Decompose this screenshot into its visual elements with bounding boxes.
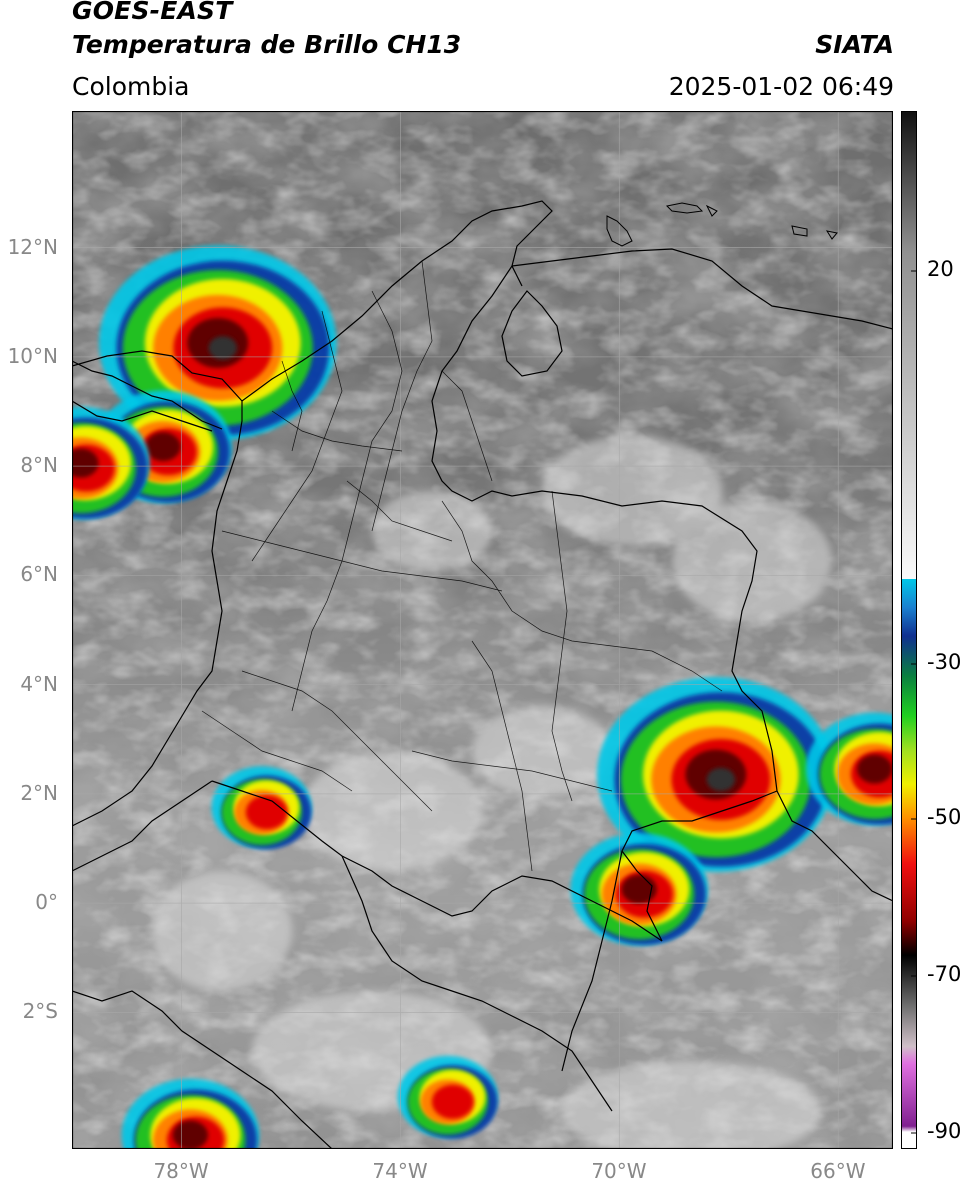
- country-borders: [72, 200, 893, 1149]
- lat-tick-label: 6°N: [20, 562, 58, 587]
- lon-tick-label: 78°W: [153, 1159, 209, 1183]
- lat-tick-label: 10°N: [7, 343, 58, 368]
- amazon-east-storm: [597, 677, 835, 872]
- lat-tick-label: 8°N: [20, 453, 58, 478]
- colorbar-tick-label: 20: [927, 257, 954, 281]
- amazon-south-storm: [570, 832, 708, 946]
- colorbar-gray-segment: [901, 111, 917, 579]
- lon-tick-label: 74°W: [372, 1159, 428, 1183]
- colorbar: [901, 111, 917, 1149]
- lat-tick-label: 0°: [35, 890, 58, 915]
- lat-tick-label: 2°N: [20, 780, 58, 805]
- colorbar-tick-label: -50: [927, 805, 962, 829]
- colorbar-tick-label: -30: [927, 650, 962, 674]
- east-edge-storm: [805, 712, 893, 826]
- storm-cells: [72, 245, 893, 1149]
- pacific-west-storm: [72, 406, 150, 520]
- islands: [606, 202, 838, 247]
- datetime-label: 2025-01-02 06:49: [668, 72, 894, 101]
- lat-tick-label: 12°N: [7, 234, 58, 259]
- satellite-title: GOES-EAST: [72, 0, 233, 25]
- peru-south-storm: [397, 1055, 498, 1139]
- map-frame: [72, 111, 893, 1149]
- region-label: Colombia: [72, 72, 190, 101]
- colorbar-tick-label: -70: [927, 962, 962, 986]
- southwest-corner-storm: [121, 1078, 260, 1149]
- product-title: Temperatura de Brillo CH13: [72, 30, 462, 59]
- lon-tick-label: 70°W: [591, 1159, 647, 1183]
- colorbar-color-segment: [901, 579, 917, 1149]
- graticule: [72, 111, 893, 1149]
- lon-tick-label: 66°W: [810, 1159, 866, 1183]
- lat-tick-label: 2°S: [22, 999, 58, 1024]
- organization-label: SIATA: [815, 30, 894, 59]
- department-borders: [201, 260, 723, 872]
- lat-tick-label: 4°N: [20, 671, 58, 696]
- satellite-map: [72, 111, 893, 1149]
- colorbar-tick-label: -90: [927, 1119, 962, 1143]
